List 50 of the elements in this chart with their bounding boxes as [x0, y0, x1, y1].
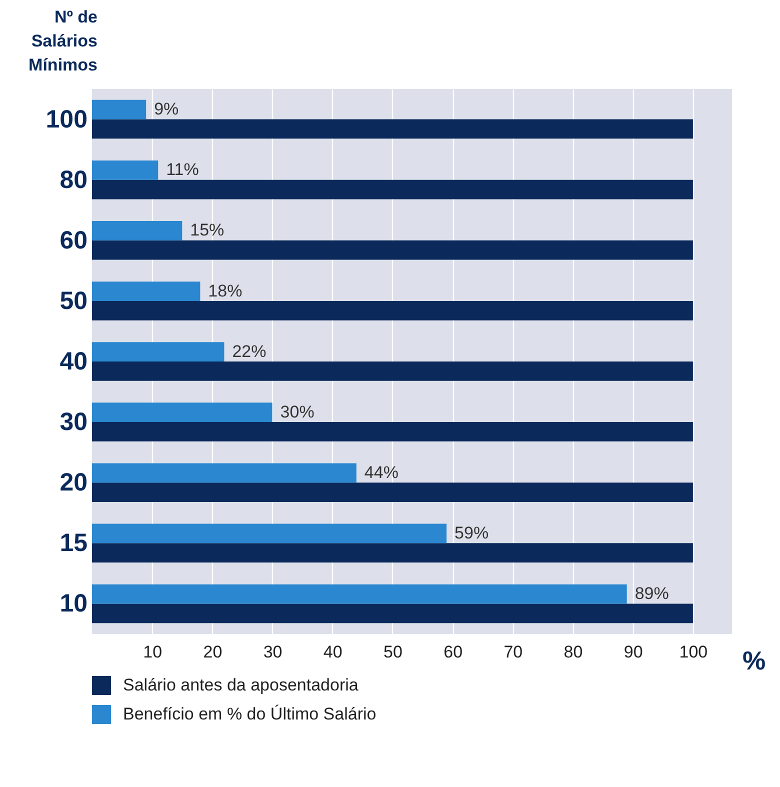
x-tick-label: 40 [323, 642, 342, 662]
y-tick-label: 10 [60, 590, 88, 618]
x-tick-label: 80 [564, 642, 583, 662]
x-tick-label: 20 [203, 642, 222, 662]
data-label: 9% [154, 100, 179, 119]
bar [92, 524, 447, 544]
data-label: 11% [166, 160, 199, 180]
bar [92, 240, 693, 260]
y-tick-label: 50 [60, 286, 88, 315]
bar [92, 300, 693, 320]
x-axis-title: % [742, 646, 766, 676]
bar [92, 584, 627, 604]
data-label: 15% [190, 220, 224, 240]
bar [92, 342, 224, 362]
bar [92, 482, 693, 502]
y-tick-label: 100 [46, 105, 88, 134]
bar [92, 282, 200, 301]
x-tick-label: 50 [384, 642, 402, 662]
bar [92, 119, 693, 139]
bar [92, 180, 693, 200]
y-axis-title: Nº de Salários Mínimos [28, 8, 98, 74]
x-tick-label: 100 [679, 642, 708, 662]
bar [92, 422, 693, 442]
bar [92, 100, 146, 120]
data-label: 44% [364, 462, 398, 482]
data-label: 89% [634, 584, 669, 604]
x-tick-label: 60 [444, 642, 463, 662]
bar [92, 362, 693, 381]
x-tick-label: 90 [624, 642, 643, 662]
x-tick-label: 70 [504, 642, 523, 662]
data-label: 22% [232, 342, 266, 361]
y-tick-label: 15 [60, 529, 88, 558]
bar [92, 221, 182, 240]
bar [92, 604, 693, 624]
x-tick-label: 10 [143, 642, 162, 662]
x-tick-label: 30 [263, 642, 282, 662]
y-tick-label: 60 [60, 226, 88, 254]
y-tick-label: 30 [60, 408, 88, 436]
y-tick-label: 40 [60, 348, 88, 376]
y-tick-label: 20 [60, 468, 88, 497]
bar [92, 160, 158, 180]
bar [92, 402, 272, 422]
y-tick-label: 80 [60, 166, 88, 194]
data-label: 18% [208, 281, 242, 300]
data-label: 59% [454, 523, 489, 542]
legend-label: Salário antes da aposentadoria [123, 676, 359, 694]
bar [92, 543, 693, 563]
data-label: 30% [280, 402, 314, 422]
legend-label: Benefício em % do Último Salário [123, 704, 376, 724]
bar [92, 463, 356, 483]
